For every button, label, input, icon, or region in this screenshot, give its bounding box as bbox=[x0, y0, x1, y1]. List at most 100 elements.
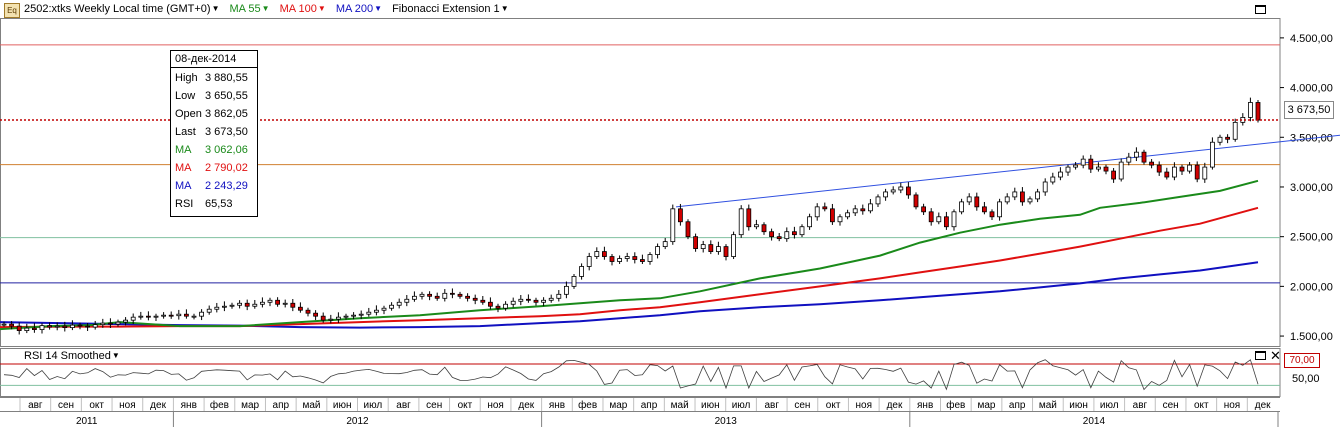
ma200-label: MA 200 bbox=[335, 3, 374, 15]
candle-body bbox=[997, 201, 1002, 218]
ma55-line bbox=[0, 179, 1259, 331]
candle-body bbox=[442, 292, 448, 299]
candle-body bbox=[214, 306, 220, 310]
instrument-selector[interactable]: 2502:xtks Weekly Local time (GMT+0)▼ bbox=[24, 3, 219, 15]
candle-body bbox=[586, 256, 592, 267]
info-open-value: 3 862,05 bbox=[205, 108, 248, 120]
candle-body bbox=[548, 297, 554, 301]
rsi-indicator-selector[interactable]: RSI 14 Smoothed▼ bbox=[24, 350, 120, 362]
candle-body bbox=[487, 301, 493, 307]
candle-body bbox=[183, 313, 189, 317]
candle-body bbox=[898, 186, 904, 191]
candle-body bbox=[1088, 158, 1094, 170]
month-label: апр bbox=[1009, 400, 1026, 411]
candle-body bbox=[16, 325, 22, 331]
candle-body bbox=[1012, 191, 1018, 198]
candle-body bbox=[297, 306, 303, 311]
candle-body bbox=[852, 208, 858, 214]
candle-body bbox=[92, 324, 98, 328]
ma55-label: MA 55 bbox=[229, 3, 261, 15]
month-label: авг bbox=[764, 400, 779, 411]
dropdown-caret-icon: ▼ bbox=[261, 4, 270, 13]
fibonacci-toggle[interactable]: Fibonacci Extension 1▼ bbox=[392, 3, 509, 15]
maximize-main-pane-icon[interactable] bbox=[1255, 5, 1266, 14]
candle-body bbox=[510, 300, 516, 305]
instrument-label: 2502:xtks Weekly Local time (GMT+0) bbox=[24, 3, 211, 15]
candle-body bbox=[259, 301, 265, 305]
y-tick-label: 1.500,00 bbox=[1290, 331, 1333, 343]
year-label: 2014 bbox=[1083, 416, 1106, 427]
candle-body bbox=[640, 259, 645, 262]
dropdown-caret-icon: ▼ bbox=[374, 4, 383, 13]
month-label: апр bbox=[641, 400, 658, 411]
candle-body bbox=[602, 251, 607, 257]
candle-body bbox=[1, 323, 7, 326]
candle-body bbox=[313, 312, 319, 317]
month-label: ноя bbox=[856, 400, 873, 411]
ma200-line bbox=[0, 261, 1259, 329]
candle-body bbox=[77, 324, 83, 327]
candle-body bbox=[541, 299, 546, 303]
candle-body bbox=[358, 313, 364, 316]
candle-body bbox=[868, 203, 873, 212]
month-label: май bbox=[302, 400, 320, 411]
fibonacci-label: Fibonacci Extension 1 bbox=[392, 3, 500, 15]
candle-body bbox=[24, 327, 30, 331]
ma100-line bbox=[0, 206, 1259, 329]
candle-body bbox=[123, 319, 128, 323]
candle-body bbox=[389, 304, 395, 309]
candle-body bbox=[1248, 102, 1253, 118]
instrument-icon[interactable]: Eq bbox=[4, 3, 20, 18]
candle-body bbox=[419, 293, 425, 297]
candle-body bbox=[275, 299, 281, 305]
candle-body bbox=[814, 206, 820, 218]
y-tick-label: 4.000,00 bbox=[1290, 83, 1333, 95]
candle-body bbox=[206, 308, 212, 313]
candle-body bbox=[830, 208, 835, 223]
info-ma100-value: 2 790,02 bbox=[205, 162, 248, 174]
candle-body bbox=[351, 314, 357, 317]
info-high-label: High bbox=[175, 72, 198, 84]
candle-body bbox=[70, 324, 75, 329]
candle-body bbox=[9, 323, 15, 327]
y-tick-label: 2.500,00 bbox=[1290, 232, 1333, 244]
dropdown-caret-icon: ▼ bbox=[317, 4, 326, 13]
candle-body bbox=[769, 231, 774, 238]
candle-body bbox=[708, 244, 714, 252]
ma55-toggle[interactable]: MA 55▼ bbox=[229, 3, 269, 15]
ma200-toggle[interactable]: MA 200▼ bbox=[336, 3, 382, 15]
candle-body bbox=[822, 206, 828, 210]
info-open-label: Open bbox=[175, 108, 202, 120]
candle-body bbox=[1080, 158, 1086, 166]
info-last-label: Last bbox=[175, 126, 196, 138]
candle-body bbox=[267, 299, 273, 303]
candle-body bbox=[845, 212, 850, 218]
candle-body bbox=[624, 256, 630, 259]
month-label: май bbox=[1039, 400, 1057, 411]
candle-body bbox=[936, 216, 942, 223]
candle-body bbox=[1194, 164, 1200, 180]
candle-body bbox=[153, 315, 159, 318]
month-label: фев bbox=[210, 399, 229, 411]
month-label: сен bbox=[58, 400, 74, 411]
rsi-level-badge: 70,00 bbox=[1284, 353, 1320, 368]
month-label: июн bbox=[333, 400, 352, 411]
candle-body bbox=[396, 301, 402, 306]
month-label: мар bbox=[241, 400, 259, 411]
ma100-toggle[interactable]: MA 100▼ bbox=[280, 3, 326, 15]
candle-body bbox=[472, 297, 478, 301]
close-rsi-pane-icon[interactable]: ✕ bbox=[1270, 348, 1281, 363]
fibonacci-extension-line bbox=[675, 134, 1340, 208]
candle-body bbox=[564, 285, 569, 295]
candle-body bbox=[1042, 181, 1048, 193]
candle-body bbox=[328, 318, 334, 321]
year-label: 2012 bbox=[346, 416, 369, 427]
month-label: дек bbox=[518, 400, 534, 411]
maximize-rsi-pane-icon[interactable] bbox=[1255, 351, 1266, 360]
candle-body bbox=[427, 293, 433, 297]
candle-body bbox=[138, 315, 144, 318]
month-label: окт bbox=[1194, 400, 1209, 411]
candle-body bbox=[434, 295, 440, 299]
candle-body bbox=[130, 316, 136, 321]
candle-body bbox=[974, 196, 980, 208]
